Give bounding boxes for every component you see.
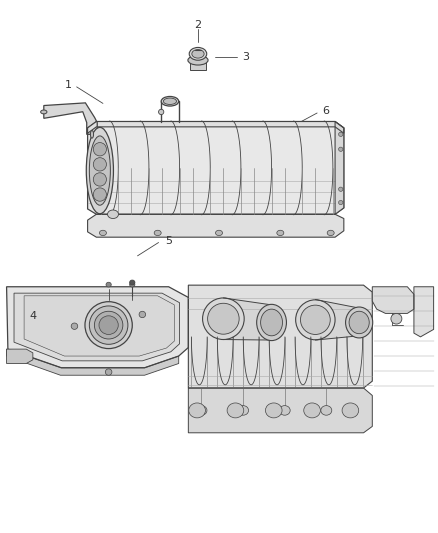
Polygon shape <box>7 349 33 364</box>
Ellipse shape <box>192 50 204 58</box>
Ellipse shape <box>105 369 112 375</box>
Polygon shape <box>335 122 344 214</box>
Text: 6: 6 <box>322 106 329 116</box>
Ellipse shape <box>304 403 320 418</box>
Polygon shape <box>372 287 414 313</box>
Ellipse shape <box>99 316 118 335</box>
Ellipse shape <box>99 230 106 236</box>
Ellipse shape <box>41 110 47 114</box>
Ellipse shape <box>215 230 223 236</box>
Polygon shape <box>88 122 344 214</box>
Polygon shape <box>7 349 179 375</box>
Ellipse shape <box>139 311 145 318</box>
Text: 2: 2 <box>194 20 201 29</box>
Ellipse shape <box>265 403 282 418</box>
Polygon shape <box>88 122 344 133</box>
Ellipse shape <box>106 282 111 287</box>
Ellipse shape <box>189 403 205 418</box>
Ellipse shape <box>196 406 207 415</box>
Ellipse shape <box>391 313 402 324</box>
Ellipse shape <box>227 403 244 418</box>
Ellipse shape <box>339 147 343 151</box>
Ellipse shape <box>349 311 369 334</box>
Text: 3: 3 <box>242 52 249 62</box>
Ellipse shape <box>339 132 343 136</box>
Ellipse shape <box>321 406 332 415</box>
Ellipse shape <box>277 230 284 236</box>
Ellipse shape <box>159 109 164 115</box>
Ellipse shape <box>208 303 239 334</box>
Polygon shape <box>190 60 206 70</box>
Ellipse shape <box>93 158 106 171</box>
Ellipse shape <box>130 280 135 285</box>
Ellipse shape <box>296 300 335 340</box>
Text: 1: 1 <box>64 80 71 90</box>
Ellipse shape <box>327 230 334 236</box>
Ellipse shape <box>93 173 106 186</box>
Polygon shape <box>14 293 180 361</box>
Text: 4: 4 <box>30 311 37 320</box>
Ellipse shape <box>163 98 177 104</box>
Ellipse shape <box>108 210 118 219</box>
Ellipse shape <box>94 311 123 339</box>
Ellipse shape <box>89 136 110 205</box>
Polygon shape <box>188 388 372 433</box>
Polygon shape <box>7 287 188 368</box>
Ellipse shape <box>188 55 208 65</box>
Ellipse shape <box>93 188 106 201</box>
Polygon shape <box>315 300 359 340</box>
Ellipse shape <box>257 304 286 341</box>
Ellipse shape <box>89 306 128 344</box>
Ellipse shape <box>86 127 113 214</box>
Ellipse shape <box>71 323 78 329</box>
Text: 5: 5 <box>165 236 172 246</box>
Ellipse shape <box>300 305 330 335</box>
Polygon shape <box>88 214 344 237</box>
Ellipse shape <box>261 309 283 336</box>
Ellipse shape <box>85 302 132 349</box>
Polygon shape <box>24 296 174 356</box>
Polygon shape <box>414 287 434 337</box>
Ellipse shape <box>238 406 249 415</box>
Ellipse shape <box>189 47 207 60</box>
Polygon shape <box>44 103 97 134</box>
Polygon shape <box>223 298 272 340</box>
Ellipse shape <box>342 403 359 418</box>
Ellipse shape <box>161 96 179 106</box>
Ellipse shape <box>90 131 94 138</box>
Ellipse shape <box>154 230 161 236</box>
Ellipse shape <box>202 298 244 340</box>
Ellipse shape <box>339 187 343 191</box>
Ellipse shape <box>279 406 290 415</box>
Polygon shape <box>188 285 372 388</box>
Ellipse shape <box>93 142 106 156</box>
Ellipse shape <box>130 282 135 287</box>
Ellipse shape <box>346 307 373 338</box>
Ellipse shape <box>339 200 343 205</box>
